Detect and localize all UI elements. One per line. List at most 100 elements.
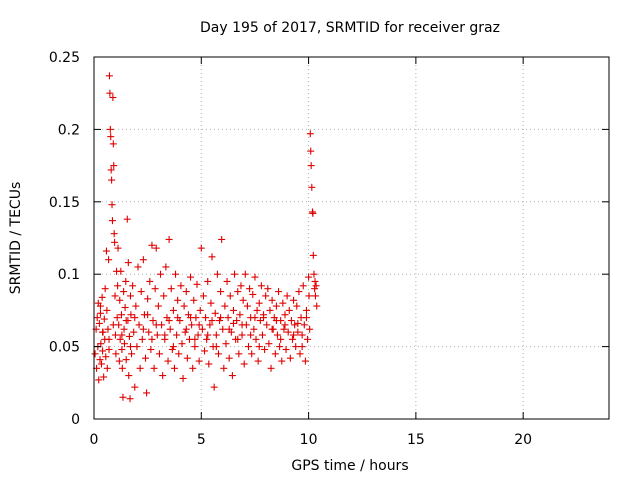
data-point	[166, 325, 174, 333]
data-point	[137, 288, 145, 296]
data-point	[281, 311, 289, 319]
data-point	[204, 331, 212, 339]
data-point	[280, 325, 288, 333]
data-point	[240, 360, 248, 368]
data-point	[313, 302, 321, 310]
data-point	[113, 314, 121, 322]
data-point	[106, 125, 114, 133]
data-point	[268, 296, 276, 304]
data-points	[91, 72, 321, 403]
data-point	[212, 343, 220, 351]
data-point	[110, 162, 118, 170]
data-point	[203, 335, 211, 343]
data-point	[287, 317, 295, 325]
data-point	[95, 376, 103, 384]
data-point	[293, 302, 301, 310]
x-tick-label: 10	[300, 432, 318, 448]
data-point	[148, 241, 156, 249]
data-point	[165, 235, 173, 243]
data-point	[172, 270, 180, 278]
data-point	[142, 354, 149, 362]
data-point	[104, 325, 112, 333]
data-point	[285, 306, 293, 314]
data-point	[299, 282, 307, 290]
data-point	[312, 282, 320, 290]
data-point	[174, 314, 182, 322]
data-point	[162, 263, 170, 271]
data-point	[170, 364, 178, 372]
x-tick-label: 20	[514, 432, 532, 448]
data-point	[251, 314, 259, 322]
data-point	[102, 247, 110, 255]
data-point	[208, 317, 216, 325]
data-point	[306, 325, 314, 333]
data-point	[295, 288, 303, 296]
data-point	[255, 343, 263, 351]
data-point	[136, 364, 144, 372]
x-axis-label: GPS time / hours	[291, 458, 408, 474]
data-point	[300, 321, 308, 329]
data-point	[111, 238, 119, 246]
data-point	[211, 309, 219, 317]
data-point	[106, 89, 114, 97]
data-point	[238, 331, 246, 339]
data-point	[248, 350, 256, 358]
data-point	[282, 345, 290, 353]
data-point	[307, 162, 315, 170]
data-point	[180, 302, 188, 310]
data-point	[112, 350, 120, 358]
data-point	[169, 306, 177, 314]
data-point	[105, 256, 113, 264]
grid	[94, 57, 609, 419]
data-point	[308, 183, 316, 191]
data-point	[95, 319, 103, 327]
data-point	[302, 306, 310, 314]
data-point	[284, 328, 292, 336]
data-point	[205, 360, 213, 368]
data-point	[151, 285, 159, 293]
data-point	[107, 166, 115, 174]
data-point	[267, 364, 275, 372]
data-point	[122, 356, 130, 364]
data-point	[257, 282, 265, 290]
data-point	[122, 317, 130, 325]
data-point	[233, 317, 241, 325]
data-point	[114, 282, 122, 290]
data-point	[116, 296, 124, 304]
data-point	[237, 282, 245, 290]
data-point	[152, 321, 160, 329]
data-point	[241, 270, 249, 278]
data-point	[212, 331, 220, 339]
data-point	[111, 292, 119, 300]
data-point	[298, 343, 306, 351]
data-point	[277, 335, 285, 343]
data-point	[228, 372, 236, 380]
data-point	[98, 293, 106, 301]
data-point	[165, 317, 173, 325]
data-point	[294, 319, 302, 327]
data-point	[91, 350, 99, 358]
data-point	[188, 321, 196, 329]
data-point	[220, 364, 228, 372]
data-point	[178, 340, 186, 348]
data-point	[197, 244, 205, 252]
data-point	[100, 373, 108, 381]
data-point	[214, 350, 222, 358]
data-point	[143, 389, 151, 397]
data-point	[246, 285, 254, 293]
data-point	[118, 345, 126, 353]
data-point	[96, 356, 104, 364]
data-point	[283, 292, 291, 300]
data-point	[164, 357, 172, 365]
data-point	[154, 302, 162, 310]
data-point	[202, 314, 210, 322]
data-point	[296, 350, 304, 358]
data-point	[96, 309, 104, 317]
data-point	[266, 306, 274, 314]
data-point	[98, 360, 106, 368]
data-point	[102, 353, 110, 361]
data-point	[218, 235, 226, 243]
data-point	[150, 364, 158, 372]
y-tick-label: 0	[71, 412, 80, 428]
data-point	[309, 209, 317, 217]
